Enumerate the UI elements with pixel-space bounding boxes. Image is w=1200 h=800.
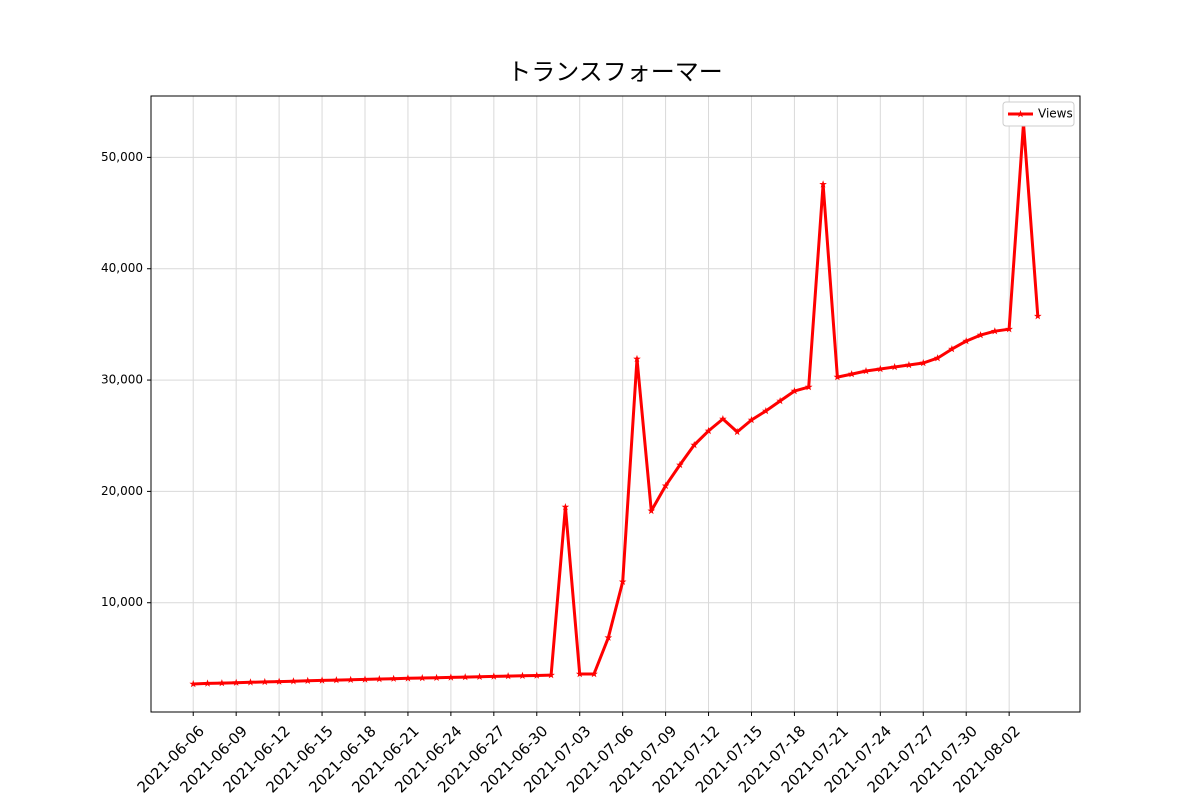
point-marker [533,671,541,679]
point-marker [804,383,813,391]
point-marker [261,677,269,686]
point-marker [762,407,770,415]
series-line [193,121,1040,686]
point-marker [447,673,455,681]
legend: Views [1002,101,1075,127]
plot-frame [150,95,1081,713]
legend-box [1002,101,1075,127]
point-marker [991,327,999,335]
point-marker [404,674,412,682]
point-marker [475,672,484,680]
y-tick-label: 30,000 [101,373,143,387]
point-marker [933,354,942,362]
point-marker [1005,325,1013,333]
point-marker [375,675,384,683]
point-marker [618,577,627,585]
point-marker [461,673,469,681]
y-tick-label: 20,000 [101,484,143,498]
point-marker [819,180,827,188]
point-marker [490,672,498,680]
point-marker [919,359,928,367]
point-marker [604,633,613,641]
point-marker [246,678,255,686]
legend-label: Views [1038,107,1073,121]
chart-title: トランスフォーマー [507,58,723,86]
point-marker [633,354,641,363]
point-marker [690,441,698,449]
point-marker [905,361,913,369]
point-marker [733,427,741,436]
point-marker [303,676,312,684]
point-marker [318,676,326,684]
point-marker [962,337,970,345]
point-marker [890,363,899,371]
point-marker [862,367,870,375]
point-marker [203,679,212,687]
point-marker [289,677,298,685]
point-marker [876,365,885,373]
y-tick-label: 50,000 [101,150,143,164]
point-marker [218,679,226,687]
point-marker [833,373,842,381]
point-marker [590,670,598,678]
point-marker [561,503,570,511]
point-marker [232,678,240,686]
legend-marker [1016,110,1025,118]
point-marker [189,680,197,688]
y-tick-label: 40,000 [101,261,143,275]
point-marker [776,397,784,405]
point-marker [275,677,283,685]
point-marker [575,670,584,678]
point-marker [647,506,656,515]
point-marker [790,387,799,395]
point-marker [661,481,670,490]
point-marker [518,671,527,679]
point-marker [346,675,355,683]
point-marker [676,460,684,469]
point-marker [504,672,512,680]
point-marker [361,675,369,683]
point-marker [332,676,341,684]
point-marker [432,673,441,681]
point-marker [547,671,555,679]
point-marker [389,674,398,682]
y-tick-label: 10,000 [101,595,143,609]
point-marker [719,415,727,423]
point-marker [704,426,713,435]
point-marker [1034,312,1042,320]
point-marker [847,370,856,378]
point-marker [976,331,985,339]
point-marker [948,345,956,353]
point-marker [747,416,756,424]
point-marker [418,674,427,682]
